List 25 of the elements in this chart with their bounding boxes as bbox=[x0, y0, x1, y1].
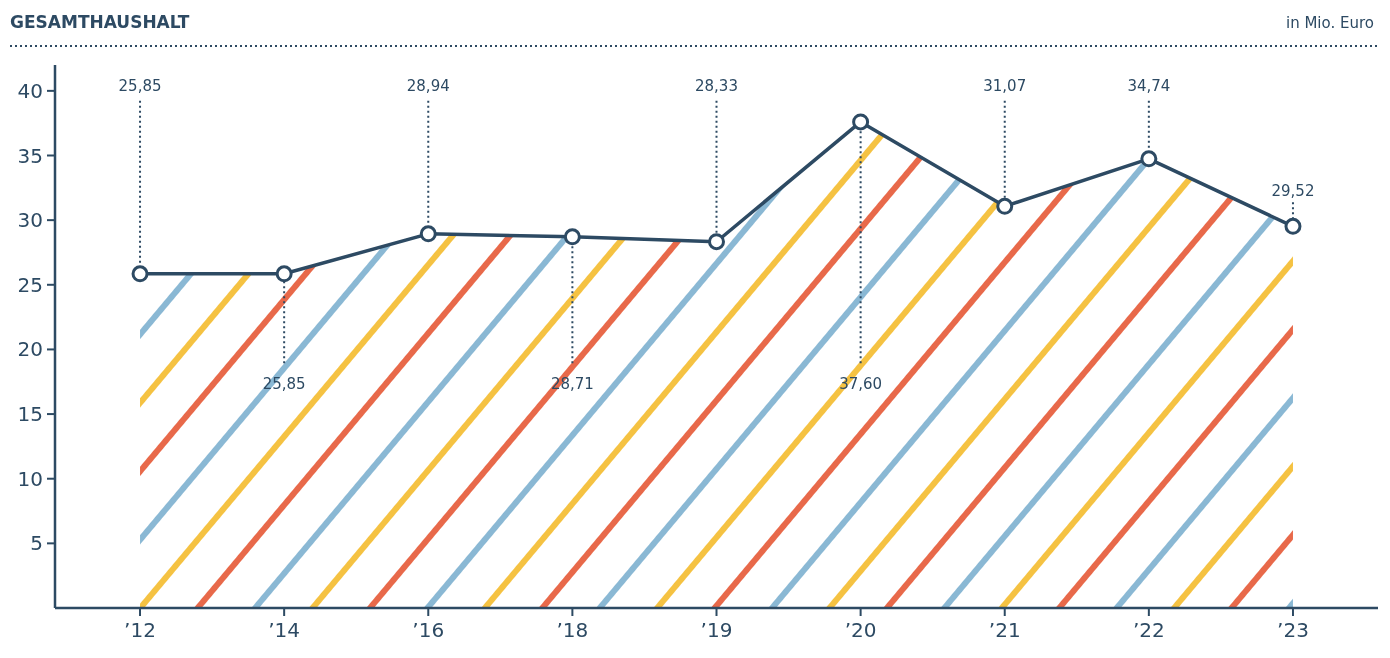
data-label: 29,52 bbox=[1271, 182, 1315, 201]
x-tick-label: ’19 bbox=[700, 618, 733, 642]
y-tick-label: 25 bbox=[17, 272, 43, 297]
x-tick-label: ’22 bbox=[1132, 618, 1165, 642]
chart-title: GESAMTHAUSHALT bbox=[10, 12, 190, 32]
x-tick-label: ’21 bbox=[988, 618, 1021, 642]
data-label: 25,85 bbox=[118, 76, 162, 95]
data-label: 34,74 bbox=[1127, 76, 1171, 95]
y-tick-label: 35 bbox=[17, 143, 43, 168]
data-label: 28,33 bbox=[695, 76, 738, 95]
x-tick-label: ’18 bbox=[556, 618, 589, 642]
x-tick-label: ’14 bbox=[268, 618, 301, 642]
y-tick-label: 40 bbox=[17, 78, 43, 103]
y-tick-label: 20 bbox=[17, 337, 43, 362]
chart-subtitle: in Mio. Euro bbox=[1285, 14, 1374, 32]
x-tick-label: ’23 bbox=[1277, 618, 1309, 642]
y-tick-label: 5 bbox=[30, 531, 43, 556]
y-tick-label: 10 bbox=[17, 466, 43, 491]
x-tick-label: ’20 bbox=[844, 618, 877, 642]
y-tick-label: 30 bbox=[17, 208, 43, 233]
x-tick-label: ’12 bbox=[124, 618, 156, 642]
x-tick-label: ’16 bbox=[412, 618, 445, 642]
y-tick-label: 15 bbox=[17, 402, 43, 427]
data-label: 31,07 bbox=[983, 76, 1027, 95]
data-label: 28,94 bbox=[406, 76, 450, 95]
